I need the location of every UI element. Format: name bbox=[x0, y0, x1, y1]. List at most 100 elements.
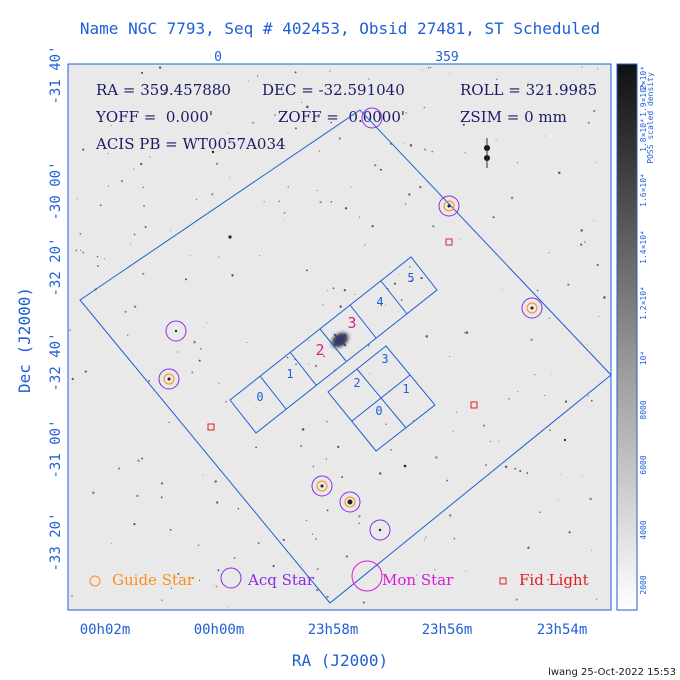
background-star bbox=[603, 296, 606, 299]
background-star bbox=[580, 243, 583, 246]
background-star bbox=[568, 531, 571, 534]
background-star bbox=[403, 142, 405, 144]
x-tick-label: 00h02m bbox=[80, 622, 131, 638]
background-star bbox=[294, 358, 296, 361]
background-star bbox=[596, 263, 599, 267]
background-star bbox=[515, 598, 518, 601]
s-chip-label-2: 2 bbox=[315, 341, 324, 359]
info-zsim: ZSIM = 0 mm bbox=[460, 108, 567, 126]
info-acis: ACIS PB = WT0057A034 bbox=[95, 135, 286, 153]
colorbar-tick-label: 1.9×10⁴ bbox=[639, 83, 648, 117]
background-star bbox=[587, 395, 589, 397]
background-star bbox=[431, 150, 434, 153]
background-star bbox=[82, 148, 85, 151]
background-star bbox=[161, 482, 164, 485]
background-star bbox=[228, 176, 230, 178]
background-star bbox=[215, 585, 218, 588]
background-star bbox=[213, 583, 215, 585]
background-star bbox=[335, 93, 337, 95]
guide-star bbox=[316, 480, 328, 492]
background-star bbox=[495, 78, 498, 81]
background-star bbox=[403, 464, 407, 468]
background-star bbox=[177, 572, 180, 575]
background-star bbox=[522, 582, 524, 584]
background-star bbox=[92, 491, 95, 495]
s-chip-label-4: 4 bbox=[376, 295, 383, 309]
background-star bbox=[225, 400, 228, 403]
x-tick-label: 23h58m bbox=[308, 622, 359, 638]
background-star bbox=[405, 112, 408, 114]
info-ra: RA = 359.457880 bbox=[96, 81, 231, 99]
background-star bbox=[259, 255, 261, 257]
background-star bbox=[587, 121, 590, 124]
background-star bbox=[527, 546, 530, 549]
background-star bbox=[464, 152, 466, 154]
background-star bbox=[168, 421, 170, 424]
background-star bbox=[256, 75, 259, 77]
background-star bbox=[586, 344, 588, 346]
background-star bbox=[148, 380, 150, 382]
y-tick-label: -30 00' bbox=[48, 161, 64, 220]
background-star bbox=[379, 168, 382, 171]
background-star bbox=[142, 272, 145, 275]
background-star bbox=[422, 69, 424, 71]
background-star bbox=[358, 522, 360, 524]
background-star bbox=[169, 528, 172, 531]
guide-star bbox=[344, 496, 356, 508]
background-star bbox=[527, 82, 529, 84]
background-star bbox=[343, 289, 346, 292]
background-star bbox=[193, 340, 196, 344]
background-star bbox=[286, 356, 289, 359]
background-star bbox=[191, 371, 194, 374]
background-star bbox=[314, 364, 318, 368]
background-star bbox=[368, 78, 370, 80]
colorbar-tick-label: 4000 bbox=[639, 520, 648, 539]
background-star bbox=[323, 355, 326, 358]
acq-guide-star bbox=[438, 195, 460, 217]
background-star bbox=[510, 196, 514, 200]
background-star bbox=[140, 162, 143, 166]
guide-stars bbox=[163, 200, 538, 508]
background-star bbox=[435, 456, 438, 459]
y-tick-label: -33 20' bbox=[48, 512, 64, 571]
background-star bbox=[294, 71, 297, 74]
background-star bbox=[199, 347, 202, 350]
background-star bbox=[358, 515, 361, 518]
background-star bbox=[118, 467, 121, 470]
background-star bbox=[311, 533, 314, 535]
background-star bbox=[149, 156, 151, 158]
background-star bbox=[133, 233, 136, 236]
background-star bbox=[228, 606, 230, 608]
pointing-info: RA = 359.457880 DEC = -32.591040 ROLL = … bbox=[95, 81, 597, 153]
background-star bbox=[80, 249, 82, 251]
acq-star bbox=[361, 107, 383, 129]
s-chip-label-1: 1 bbox=[286, 367, 293, 381]
background-star bbox=[283, 211, 286, 214]
background-star bbox=[133, 168, 135, 170]
background-star bbox=[124, 310, 127, 313]
background-star bbox=[143, 204, 146, 208]
colorbar-tick-label: 1.2×10⁴ bbox=[639, 286, 648, 320]
background-star bbox=[338, 137, 341, 140]
colorbar-title: POSS scaled density bbox=[646, 72, 655, 164]
background-star bbox=[403, 119, 405, 121]
background-star bbox=[255, 446, 257, 449]
i-chip-label-0: 0 bbox=[375, 404, 382, 418]
background-star bbox=[517, 391, 519, 393]
y-tick-label: -31 00' bbox=[48, 419, 64, 478]
i-chip-label-2: 2 bbox=[353, 376, 360, 390]
fid-light bbox=[470, 401, 478, 409]
background-star bbox=[82, 251, 85, 254]
background-star bbox=[211, 193, 214, 196]
background-star bbox=[294, 127, 297, 130]
colorbar-tick-label: 1.8×10⁴ bbox=[639, 118, 648, 152]
legend: Guide Star Acq Star Mon Star Fid Light bbox=[89, 560, 589, 592]
background-star bbox=[597, 68, 599, 70]
background-star bbox=[103, 258, 106, 260]
background-star bbox=[581, 66, 583, 68]
legend-mon-label: Mon Star bbox=[382, 571, 454, 589]
guide-star bbox=[443, 200, 455, 212]
background-star bbox=[416, 574, 418, 576]
background-star bbox=[326, 509, 329, 512]
x-axis-title: RA (J2000) bbox=[292, 651, 388, 670]
